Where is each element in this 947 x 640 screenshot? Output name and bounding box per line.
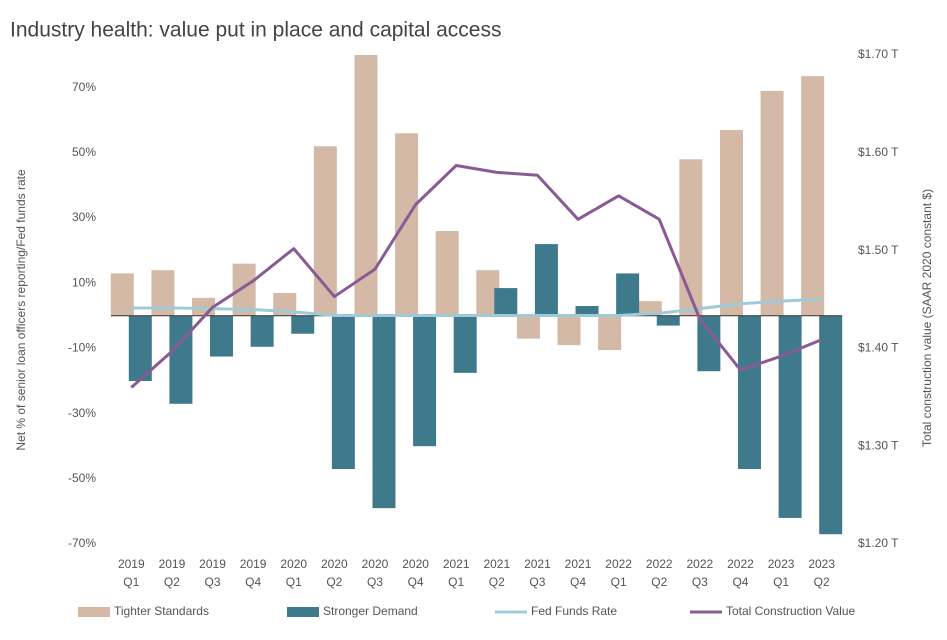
x-tick-label: Q4 bbox=[732, 575, 748, 589]
x-tick-label: Q1 bbox=[773, 575, 789, 589]
x-tick-label: Q1 bbox=[448, 575, 464, 589]
bar bbox=[291, 315, 315, 334]
bar bbox=[453, 315, 477, 373]
bar bbox=[719, 129, 743, 316]
x-tick-label: Q2 bbox=[164, 575, 180, 589]
bar bbox=[395, 133, 419, 316]
x-tick-label: Q2 bbox=[326, 575, 342, 589]
y-tick-label: -70% bbox=[68, 536, 96, 550]
bar bbox=[210, 315, 234, 357]
x-tick-label: 2023 bbox=[768, 557, 795, 571]
legend-swatch bbox=[78, 607, 110, 617]
x-tick-label: 2019 bbox=[159, 557, 186, 571]
line-series bbox=[131, 297, 822, 317]
x-tick-label: Q4 bbox=[570, 575, 586, 589]
y2-axis-label: Total construction value (SAAR 2020 cons… bbox=[920, 189, 934, 447]
bar bbox=[232, 263, 256, 316]
x-tick-label: 2022 bbox=[727, 557, 754, 571]
bar bbox=[476, 270, 500, 316]
x-tick-label: Q1 bbox=[123, 575, 139, 589]
x-tick-label: 2021 bbox=[524, 557, 551, 571]
x-tick-label: 2022 bbox=[605, 557, 632, 571]
y2-tick-label: $1.30 T bbox=[858, 438, 899, 452]
legend-swatch bbox=[287, 607, 319, 617]
bar bbox=[598, 315, 622, 351]
y2-tick-label: $1.20 T bbox=[858, 536, 899, 550]
y-tick-label: -10% bbox=[68, 341, 96, 355]
bar bbox=[435, 231, 459, 316]
x-tick-label: 2019 bbox=[199, 557, 226, 571]
x-tick-label: 2022 bbox=[687, 557, 714, 571]
x-tick-label: 2023 bbox=[808, 557, 835, 571]
bar bbox=[413, 315, 437, 447]
line-series bbox=[130, 164, 823, 389]
y-tick-label: 30% bbox=[72, 210, 96, 224]
bar bbox=[697, 315, 721, 372]
x-tick-label: 2020 bbox=[402, 557, 429, 571]
bar bbox=[801, 76, 825, 316]
legend-label: Tighter Standards bbox=[114, 604, 209, 618]
y2-tick-label: $1.70 T bbox=[858, 47, 899, 61]
y-tick-label: 50% bbox=[72, 145, 96, 159]
bar bbox=[616, 273, 640, 316]
y-axis-label: Net % of senior loan officers reporting/… bbox=[14, 169, 28, 451]
x-tick-label: 2019 bbox=[240, 557, 267, 571]
y2-tick-label: $1.40 T bbox=[858, 341, 899, 355]
x-tick-label: Q2 bbox=[814, 575, 830, 589]
bar bbox=[128, 315, 152, 381]
bar bbox=[313, 146, 337, 316]
x-tick-label: Q3 bbox=[367, 575, 383, 589]
x-tick-label: 2020 bbox=[321, 557, 348, 571]
x-tick-label: Q3 bbox=[205, 575, 221, 589]
legend-label: Total Construction Value bbox=[726, 604, 856, 618]
x-tick-label: Q1 bbox=[286, 575, 302, 589]
bar bbox=[737, 315, 761, 470]
bar bbox=[494, 288, 518, 316]
x-tick-label: Q4 bbox=[245, 575, 261, 589]
bar bbox=[760, 90, 784, 316]
bar bbox=[151, 270, 175, 316]
x-tick-label: 2021 bbox=[565, 557, 592, 571]
bar bbox=[557, 315, 581, 346]
y-tick-label: 10% bbox=[72, 275, 96, 289]
legend-label: Stronger Demand bbox=[323, 604, 418, 618]
legend-label: Fed Funds Rate bbox=[531, 604, 617, 618]
y-tick-label: -50% bbox=[68, 471, 96, 485]
x-tick-label: 2022 bbox=[646, 557, 673, 571]
y-tick-label: -30% bbox=[68, 406, 96, 420]
bar bbox=[354, 55, 378, 316]
bar bbox=[819, 315, 843, 535]
x-tick-label: Q4 bbox=[408, 575, 424, 589]
bar bbox=[250, 315, 274, 347]
bar bbox=[534, 244, 558, 316]
bar bbox=[575, 306, 599, 316]
y-tick-label: 70% bbox=[72, 80, 96, 94]
x-tick-label: Q2 bbox=[489, 575, 505, 589]
x-tick-label: Q1 bbox=[611, 575, 627, 589]
chart-title: Industry health: value put in place and … bbox=[10, 19, 501, 42]
bar bbox=[169, 315, 193, 404]
x-tick-label: 2020 bbox=[280, 557, 307, 571]
bar bbox=[516, 315, 540, 339]
bar bbox=[778, 315, 802, 518]
x-tick-label: Q3 bbox=[692, 575, 708, 589]
bar bbox=[110, 273, 134, 316]
x-tick-label: 2019 bbox=[118, 557, 145, 571]
x-tick-label: Q3 bbox=[529, 575, 545, 589]
x-tick-label: 2021 bbox=[483, 557, 510, 571]
bar bbox=[679, 159, 703, 316]
y2-tick-label: $1.50 T bbox=[858, 243, 899, 257]
bar bbox=[372, 315, 396, 509]
x-tick-label: Q2 bbox=[651, 575, 667, 589]
x-tick-label: 2021 bbox=[443, 557, 470, 571]
y2-tick-label: $1.60 T bbox=[858, 145, 899, 159]
bar bbox=[331, 315, 355, 470]
bar bbox=[656, 315, 680, 326]
x-tick-label: 2020 bbox=[362, 557, 389, 571]
